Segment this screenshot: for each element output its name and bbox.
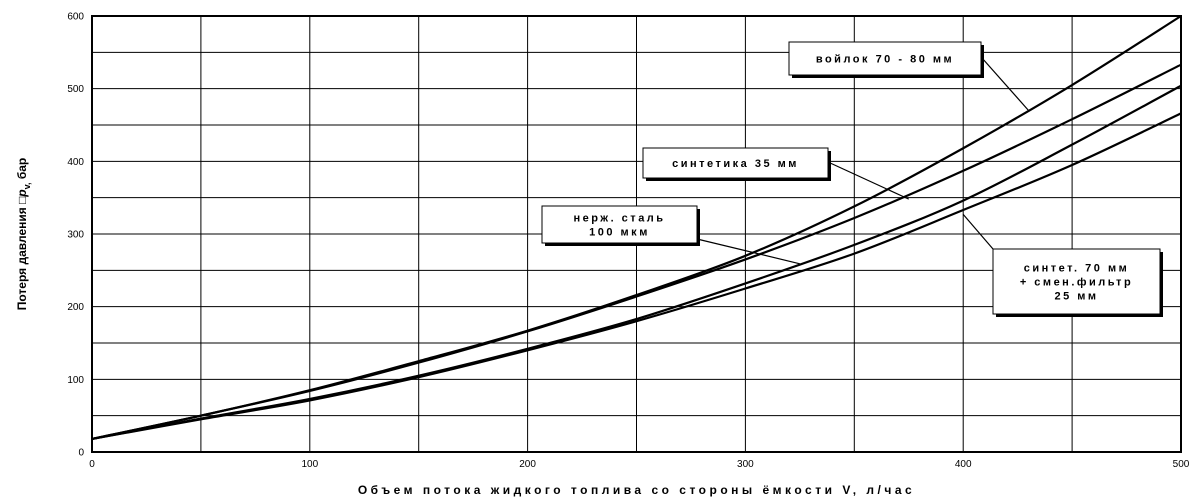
callout-label: 100 мкм	[589, 227, 650, 239]
series-line-4	[91, 112, 1182, 441]
x-tick-label: 500	[1173, 459, 1190, 470]
series-line-3	[91, 84, 1182, 441]
series-lines	[91, 15, 1182, 441]
y-axis-title: Потеря давления □pv, бар	[15, 158, 32, 311]
x-axis-title: Объем потока жидкого топлива со стороны …	[358, 483, 915, 497]
y-axis-title-symbol: p	[15, 189, 29, 197]
y-tick-label: 300	[67, 230, 84, 241]
x-axis-ticks: 0 100 200 300 400 500	[89, 459, 1190, 470]
callout-leader	[696, 238, 800, 265]
y-tick-label: 600	[67, 12, 84, 23]
x-tick-label: 100	[301, 459, 318, 470]
y-axis-title-subscript: v,	[22, 182, 32, 189]
callout-leader	[827, 161, 910, 200]
y-axis-ticks: 0 100 200 300 400 500 600	[67, 12, 84, 459]
callout-leader	[981, 57, 1029, 111]
callout-box	[642, 147, 829, 179]
callouts: войлок 70 - 80 мм синтетика 35 мм нерж. ст…	[541, 41, 1163, 317]
y-axis-title-prefix: Потеря давления □	[15, 197, 29, 311]
callout-label: синтетика 35 мм	[672, 158, 799, 170]
callout-label: 25 мм	[1054, 291, 1098, 303]
y-tick-label: 400	[67, 157, 84, 168]
callout-label: синтет. 70 мм	[1024, 263, 1129, 275]
x-tick-label: 0	[89, 459, 95, 470]
y-tick-label: 200	[67, 302, 84, 313]
y-tick-label: 0	[78, 448, 84, 459]
callout-box	[541, 205, 698, 244]
y-tick-label: 500	[67, 84, 84, 95]
x-tick-label: 400	[955, 459, 972, 470]
callout-box	[992, 248, 1161, 315]
callout-label: войлок 70 - 80 мм	[816, 54, 954, 66]
callout-box	[788, 41, 982, 76]
callout-leader	[962, 213, 994, 250]
plot-frame	[91, 15, 1182, 453]
y-tick-label: 100	[67, 375, 84, 386]
y-axis-title-unit: бар	[15, 158, 29, 183]
x-tick-label: 200	[519, 459, 536, 470]
callout-label: нерж. сталь	[573, 213, 665, 225]
callout-label: + смен.фильтр	[1020, 277, 1133, 289]
x-tick-label: 300	[737, 459, 754, 470]
series-line-2	[91, 63, 1182, 440]
